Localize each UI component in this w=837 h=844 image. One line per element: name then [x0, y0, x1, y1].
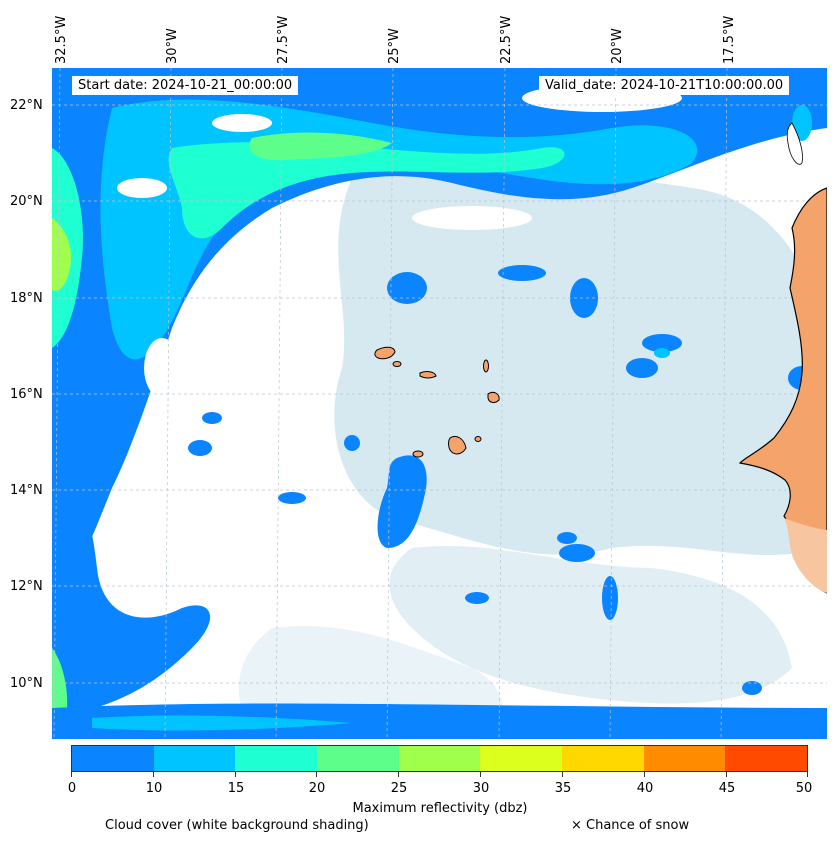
cloud-cover-shading [238, 167, 822, 738]
lat-label: 20°N [10, 194, 43, 209]
colorbar-tick-label: 20 [308, 781, 326, 796]
reflectivity-colorbar [71, 745, 808, 772]
colorbar-tick [807, 772, 808, 777]
colorbar-segment [643, 746, 726, 771]
colorbar-segment [398, 746, 481, 771]
colorbar-tick [316, 772, 317, 777]
lat-label: 12°N [10, 579, 43, 594]
valid-date-label: Valid_date: 2024-10-21T10:00:00.00 [539, 76, 790, 95]
colorbar-tick-label: 45 [718, 781, 736, 796]
lat-label: 14°N [10, 483, 43, 498]
cloud-cover-legend: Cloud cover (white background shading) [105, 818, 369, 833]
colorbar-label: Maximum reflectivity (dbz) [352, 801, 528, 816]
reflectivity-cell-cores [654, 105, 812, 358]
colorbar-segment [317, 746, 399, 771]
colorbar-tick [153, 772, 154, 777]
colorbar-tick [235, 772, 236, 777]
colorbar-tick-label: 30 [472, 781, 490, 796]
colorbar-tick [71, 772, 72, 777]
map-panel [52, 68, 827, 739]
colorbar-segment [72, 746, 154, 771]
reflectivity-north-band [52, 68, 827, 608]
snow-legend: × Chance of snow [571, 818, 690, 833]
colorbar-tick-label: 10 [145, 781, 163, 796]
lon-label: 17.5°W [722, 15, 737, 64]
lat-label: 18°N [10, 291, 43, 306]
lon-label: 20°W [610, 28, 625, 64]
colorbar-tick-label: 25 [390, 781, 408, 796]
start-date-label: Start date: 2024-10-21_00:00:00 [72, 76, 299, 95]
colorbar-segment [562, 746, 644, 771]
colorbar-tick-label: 15 [227, 781, 245, 796]
africa-landmass [738, 122, 827, 594]
colorbar-tick [726, 772, 727, 777]
colorbar-tick [562, 772, 563, 777]
colorbar-tick [398, 772, 399, 777]
colorbar-tick-label: 0 [67, 781, 77, 796]
colorbar-segment [480, 746, 563, 771]
colorbar-tick-label: 35 [554, 781, 572, 796]
colorbar-tick-label: 40 [636, 781, 654, 796]
graticule [52, 68, 827, 739]
colorbar-segment [153, 746, 236, 771]
lon-label: 32.5°W [54, 15, 69, 64]
colorbar-tick-label: 50 [795, 781, 813, 796]
reflectivity-west-south [52, 448, 827, 739]
cape-verde-islands [374, 346, 500, 458]
lon-label: 27.5°W [276, 15, 291, 64]
lat-label: 10°N [10, 676, 43, 691]
lat-label: 16°N [10, 387, 43, 402]
lat-label: 22°N [10, 98, 43, 113]
colorbar-tick [480, 772, 481, 777]
reflectivity-map [52, 68, 827, 739]
lon-label: 22.5°W [499, 15, 514, 64]
lon-label: 30°W [165, 28, 180, 64]
colorbar-tick [644, 772, 645, 777]
lon-label: 25°W [387, 28, 402, 64]
colorbar-segment [725, 746, 808, 771]
colorbar-segment [235, 746, 318, 771]
